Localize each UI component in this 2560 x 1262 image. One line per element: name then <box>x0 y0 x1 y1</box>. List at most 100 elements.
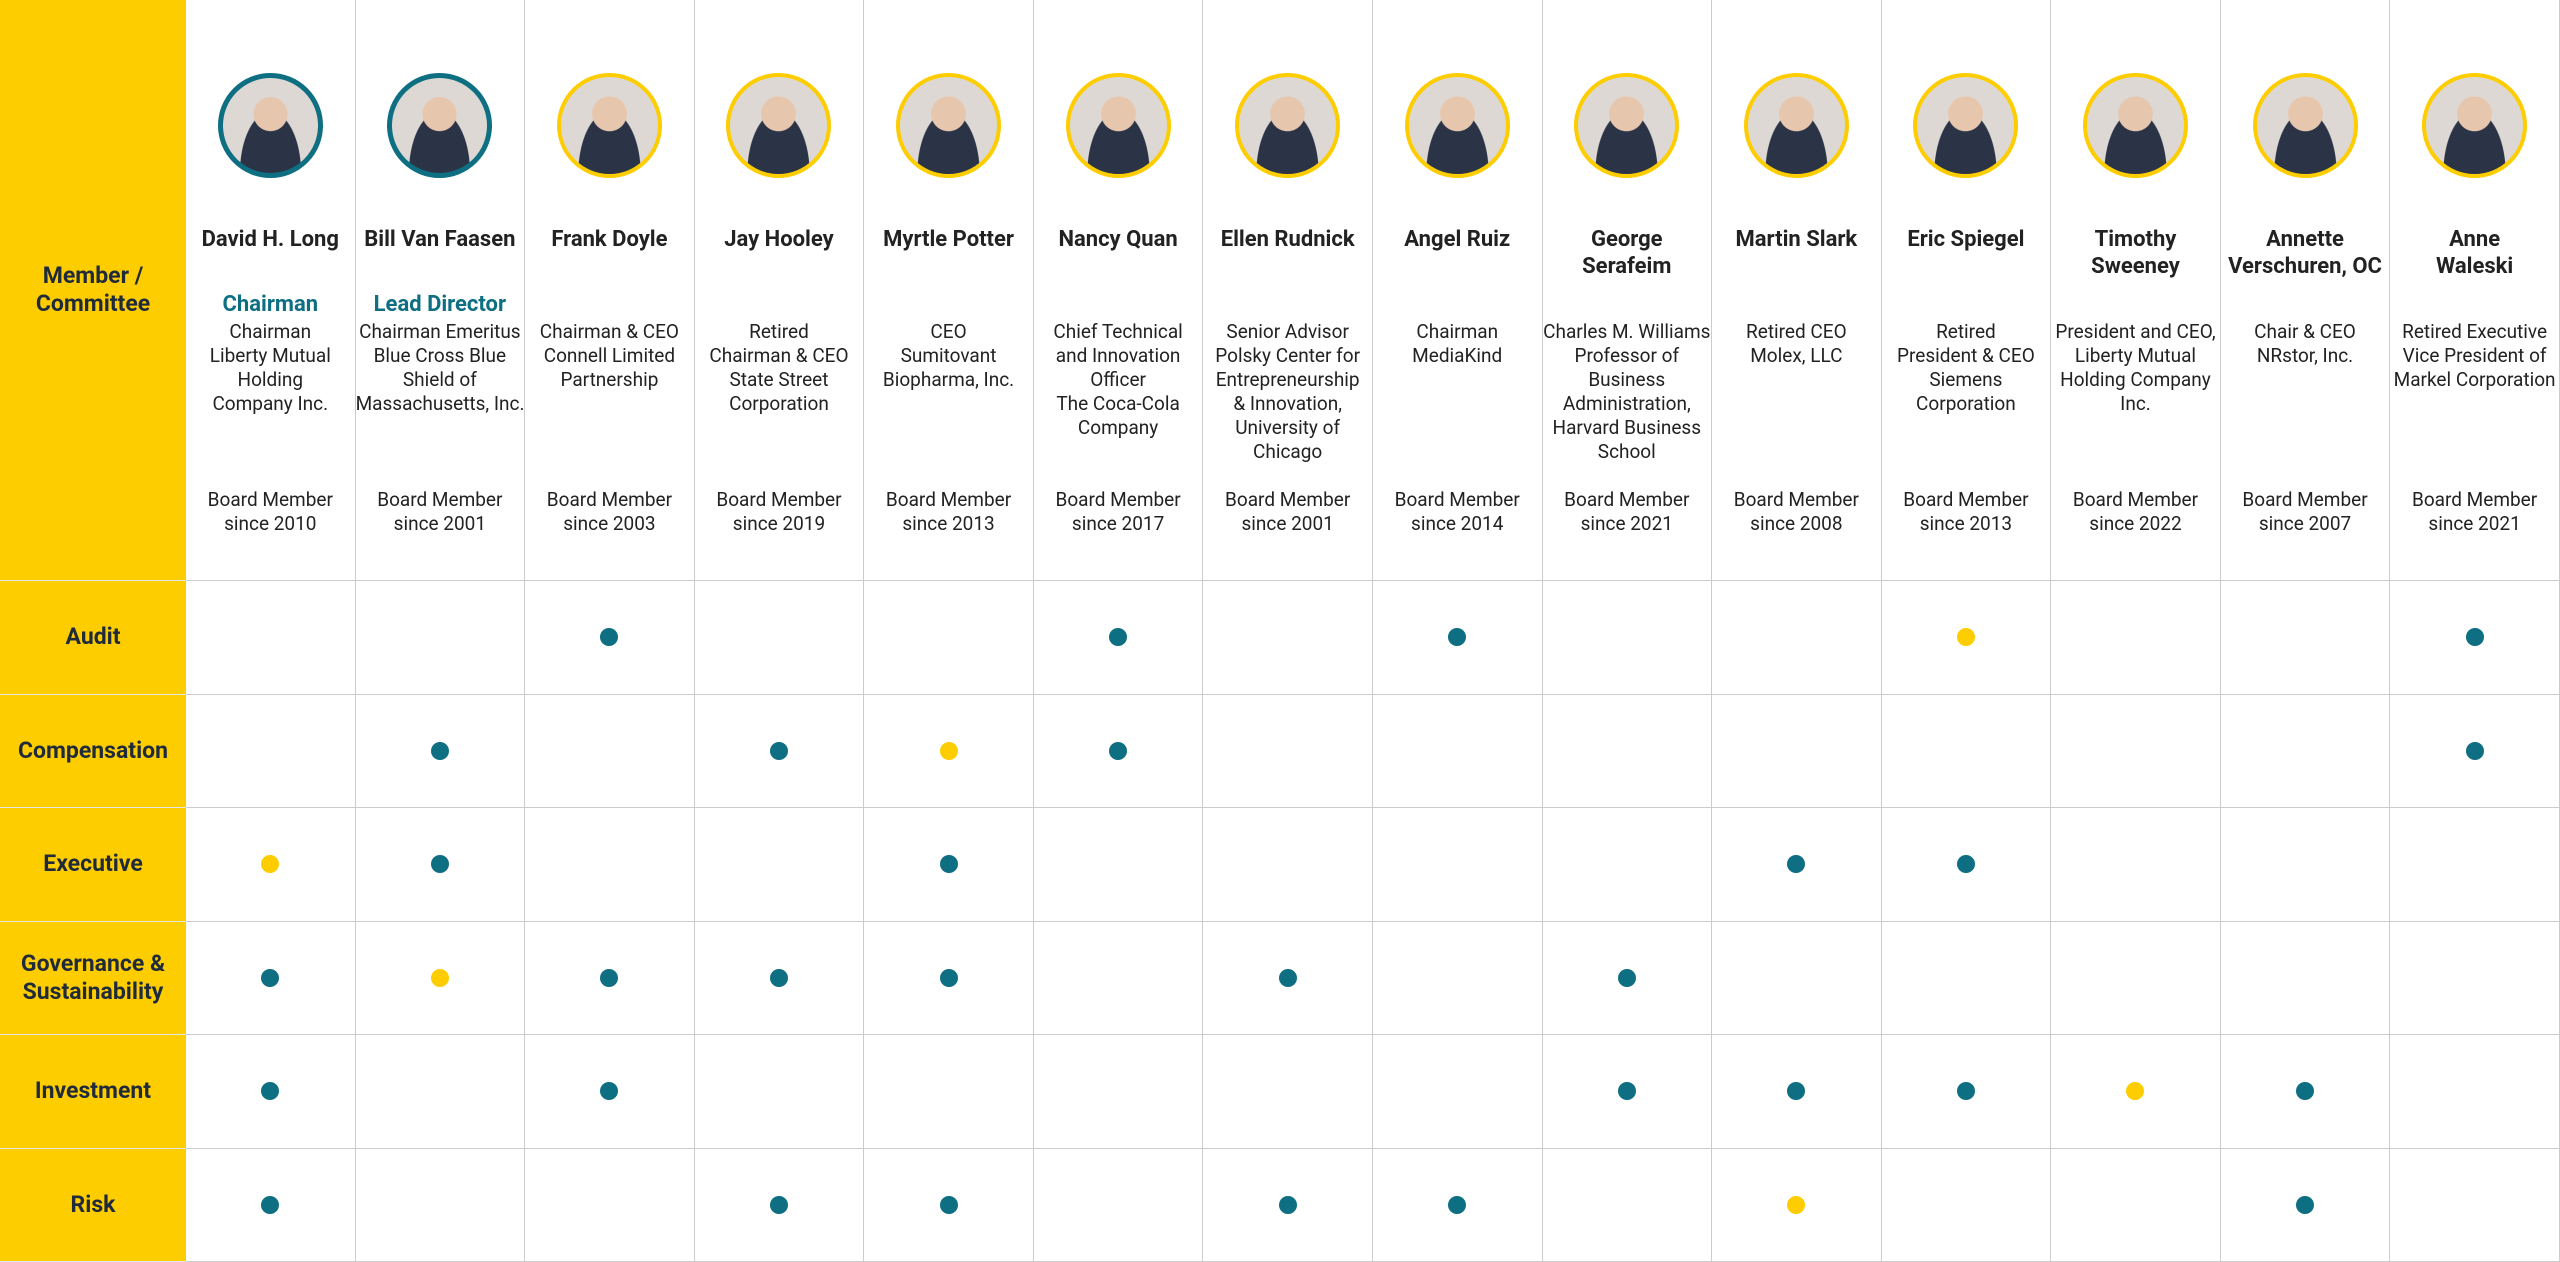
member-name: Martin Slark <box>1712 226 1881 253</box>
committee-cell <box>1034 1035 1204 1149</box>
member-name-line: Eric Spiegel <box>1882 226 2051 253</box>
committee-cell <box>356 808 526 922</box>
chair-dot <box>431 969 449 987</box>
committee-cell <box>695 922 865 1036</box>
chair-dot <box>1787 1196 1805 1214</box>
member-dot <box>770 742 788 760</box>
committee-cell <box>186 1035 356 1149</box>
member-since-line: Board Member <box>1203 488 1372 512</box>
member-title-line: Retired Executive <box>2390 320 2559 344</box>
member-since-line: Board Member <box>1882 488 2051 512</box>
committee-cell <box>2390 808 2560 922</box>
member-since-line: since 2007 <box>2221 512 2390 536</box>
member-since-line: since 2003 <box>525 512 694 536</box>
member-since-line: since 2013 <box>1882 512 2051 536</box>
member-title-line: Chairman Emeritus <box>356 320 525 344</box>
member-title-line: Massachusetts, Inc. <box>356 392 525 416</box>
member-role: Chairman <box>186 292 355 317</box>
member-since-line: since 2008 <box>1712 512 1881 536</box>
member-photo <box>2083 73 2188 178</box>
member-since-line: Board Member <box>695 488 864 512</box>
committee-cell <box>864 581 1034 695</box>
member-title-line: Shield of <box>356 368 525 392</box>
committee-cell <box>2221 808 2391 922</box>
member-name-line: Waleski <box>2390 253 2559 280</box>
committee-cell <box>695 581 865 695</box>
member-photo <box>1913 73 2018 178</box>
member-title-line: Chairman & CEO <box>525 320 694 344</box>
committee-cell <box>525 695 695 809</box>
member-name-line: Nancy Quan <box>1034 226 1203 253</box>
member-photo <box>1744 73 1849 178</box>
committee-cell <box>864 808 1034 922</box>
committee-label: Investment <box>0 1035 186 1149</box>
committee-cell <box>1543 581 1713 695</box>
committee-cell <box>525 922 695 1036</box>
member-name-line: Jay Hooley <box>695 226 864 253</box>
member-photo <box>1235 73 1340 178</box>
committee-cell <box>1543 1149 1713 1262</box>
committee-cell <box>2390 1035 2560 1149</box>
committee-cell <box>1034 1149 1204 1262</box>
member-photo <box>2422 73 2527 178</box>
member-since-line: Board Member <box>1543 488 1712 512</box>
member-name-line: Serafeim <box>1543 253 1712 280</box>
committee-cell <box>525 1035 695 1149</box>
member-dot <box>1957 1082 1975 1100</box>
member-title-line: Chairman & CEO <box>695 344 864 368</box>
member-title-line: and Innovation <box>1034 344 1203 368</box>
committee-cell <box>2051 922 2221 1036</box>
member-title-line: Connell Limited <box>525 344 694 368</box>
chair-dot <box>1957 628 1975 646</box>
member-dot <box>1279 1196 1297 1214</box>
member-name: Angel Ruiz <box>1373 226 1542 253</box>
committee-cell <box>1882 1035 2052 1149</box>
member-photo <box>557 73 662 178</box>
committee-cell <box>1882 581 2052 695</box>
member-dot <box>940 855 958 873</box>
committee-cell <box>695 1149 865 1262</box>
member-since-line: Board Member <box>2221 488 2390 512</box>
committee-cell <box>356 1035 526 1149</box>
committee-cell <box>525 808 695 922</box>
member-name: Nancy Quan <box>1034 226 1203 253</box>
committee-cell <box>1712 1149 1882 1262</box>
member-title-line: Business <box>1543 368 1712 392</box>
committee-cell <box>1543 808 1713 922</box>
committee-cell <box>1373 581 1543 695</box>
committee-row: Compensation <box>0 695 2560 809</box>
member-since-line: since 2013 <box>864 512 1033 536</box>
member-title-line: Chairman <box>1373 320 1542 344</box>
member-title-line: Molex, LLC <box>1712 344 1881 368</box>
member-dot <box>1787 855 1805 873</box>
committee-cell <box>1203 922 1373 1036</box>
member-since-line: Board Member <box>525 488 694 512</box>
member-title-line: Chicago <box>1203 440 1372 464</box>
member-since-line: since 2017 <box>1034 512 1203 536</box>
member-dot <box>1957 855 1975 873</box>
member-since-line: since 2021 <box>2390 512 2559 536</box>
committee-cell <box>1373 1035 1543 1149</box>
member-title-line: & Innovation, <box>1203 392 1372 416</box>
member-since-line: since 2022 <box>2051 512 2220 536</box>
chair-dot <box>940 742 958 760</box>
committee-cell <box>1712 808 1882 922</box>
member-photo <box>387 73 492 178</box>
member-title-line: Polsky Center for <box>1203 344 1372 368</box>
member-title-line: Holding <box>186 368 355 392</box>
committee-label: Governance & Sustainability <box>0 922 186 1036</box>
member-dot <box>2466 628 2484 646</box>
committee-cell <box>864 1035 1034 1149</box>
